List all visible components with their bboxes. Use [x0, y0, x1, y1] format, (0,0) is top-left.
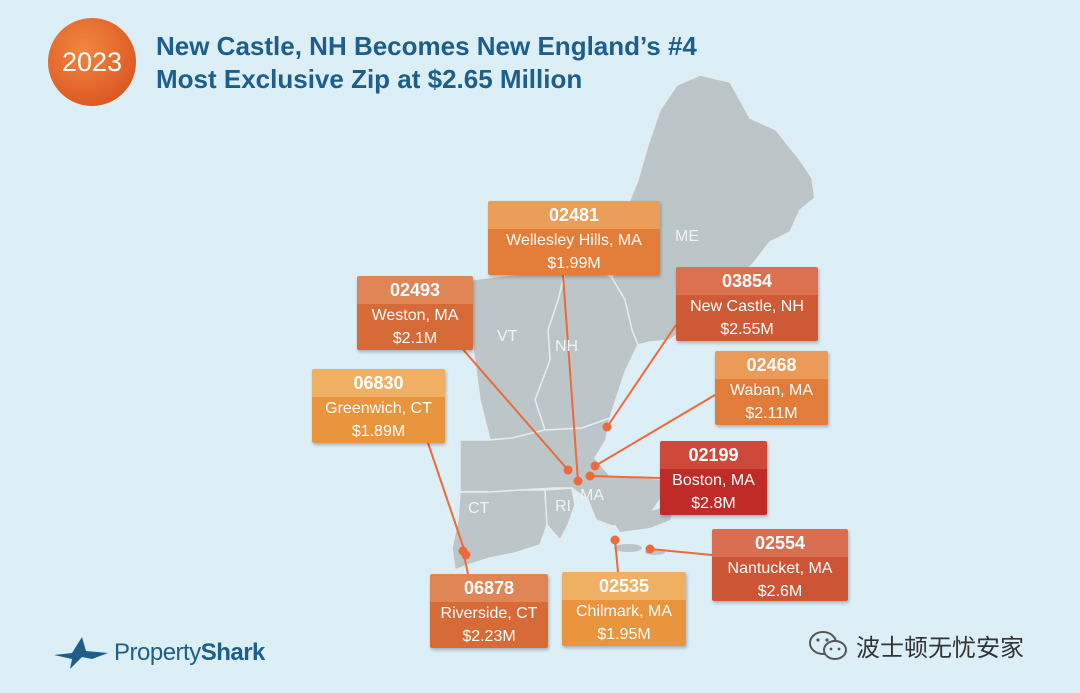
shark-icon: [54, 637, 108, 669]
callout-02493: 02493 Weston, MA $2.1M: [357, 276, 473, 350]
place-name: Greenwich, CT: [325, 400, 432, 417]
median-price: $2.1M: [392, 330, 438, 347]
leader-line-02554: [649, 548, 713, 556]
place-name: Boston, MA: [672, 472, 755, 489]
brand-name-bold: Shark: [200, 639, 266, 666]
callout-02481: 02481 Wellesley Hills, MA $1.99M: [488, 201, 660, 275]
cape-cod-shape: [612, 490, 676, 532]
leader-line-02468: [594, 394, 716, 467]
brand-name-regular: Property: [114, 639, 201, 666]
location-marker-02554: [645, 544, 655, 554]
callout-02468: 02468 Waban, MA $2.11M: [715, 351, 828, 425]
callout-06830: 06830 Greenwich, CT $1.89M: [312, 369, 445, 443]
zip-code: 02554: [754, 533, 806, 553]
state-label-vt: VT: [497, 328, 518, 345]
headline: New Castle, NH Becomes New England’s #4 …: [156, 30, 697, 96]
leader-line-02493: [459, 345, 569, 471]
zip-code: 06830: [353, 373, 404, 393]
leader-line-02535: [614, 539, 619, 573]
leader-line-06830: [427, 442, 467, 556]
place-name: Chilmark, MA: [575, 603, 672, 620]
year-badge: 2023: [48, 18, 136, 106]
leader-lines: [427, 274, 716, 575]
callout-02554: 02554 Nantucket, MA $2.6M: [712, 529, 848, 601]
median-price: $1.99M: [547, 255, 601, 272]
leader-line-02481: [562, 274, 579, 482]
median-price: $2.8M: [691, 495, 736, 512]
marthas-vineyard-shape: [614, 544, 642, 552]
median-price: $2.55M: [720, 321, 774, 338]
place-name: Wellesley Hills, MA: [506, 232, 642, 249]
zip-code: 02468: [746, 355, 797, 375]
location-marker-02493: [563, 465, 573, 475]
vermont-shape: [469, 267, 567, 441]
state-label-nh: NH: [555, 338, 579, 355]
median-price: $2.11M: [745, 405, 798, 422]
wechat-icon: [809, 630, 847, 660]
zip-code: 02535: [598, 576, 650, 596]
callout-06878: 06878 Riverside, CT $2.23M: [430, 574, 548, 648]
maine-shape: [611, 74, 816, 346]
zip-code: 02493: [389, 280, 441, 300]
callout-02199: 02199 Boston, MA $2.8M: [660, 441, 767, 515]
median-price: $2.6M: [757, 583, 803, 600]
place-name: Waban, MA: [730, 382, 813, 399]
rhode-island-shape: [544, 487, 576, 542]
watermark-text: 波士顿无忧安家: [856, 635, 1024, 662]
place-name: New Castle, NH: [690, 298, 804, 315]
zip-code: 02481: [548, 205, 600, 225]
location-marker-03854: [602, 422, 612, 432]
median-price: $1.89M: [351, 423, 406, 440]
median-price: $1.95M: [597, 626, 651, 643]
callout-03854: 03854 New Castle, NH $2.55M: [676, 267, 818, 341]
zip-code: 03854: [721, 271, 773, 291]
zip-code: 06878: [463, 578, 515, 598]
location-marker-02199: [585, 471, 595, 481]
connecticut-shape: [451, 489, 548, 572]
propertyshark-logo: PropertyShark: [52, 633, 265, 673]
state-label-ma: MA: [580, 487, 604, 504]
wechat-watermark: 波士顿无忧安家: [808, 628, 1024, 663]
location-marker-06878: [458, 546, 468, 556]
callout-02535: 02535 Chilmark, MA $1.95M: [562, 572, 686, 646]
place-name: Nantucket, MA: [727, 560, 833, 577]
leader-line-03854: [606, 324, 677, 428]
median-price: $2.23M: [462, 628, 516, 645]
state-label-ri: RI: [555, 498, 571, 515]
leader-line-02199: [589, 475, 661, 479]
location-marker-02468: [590, 461, 600, 471]
headline-line-1: New Castle, NH Becomes New England’s #4: [156, 31, 697, 61]
zip-code: 02199: [688, 445, 739, 465]
location-marker-02535: [610, 535, 620, 545]
place-name: Riverside, CT: [440, 605, 538, 622]
state-label-me: ME: [675, 228, 699, 245]
state-label-ct: CT: [468, 500, 490, 517]
headline-line-2: Most Exclusive Zip at $2.65 Million: [156, 64, 583, 94]
place-name: Weston, MA: [371, 307, 459, 324]
location-marker-02481: [573, 476, 583, 486]
